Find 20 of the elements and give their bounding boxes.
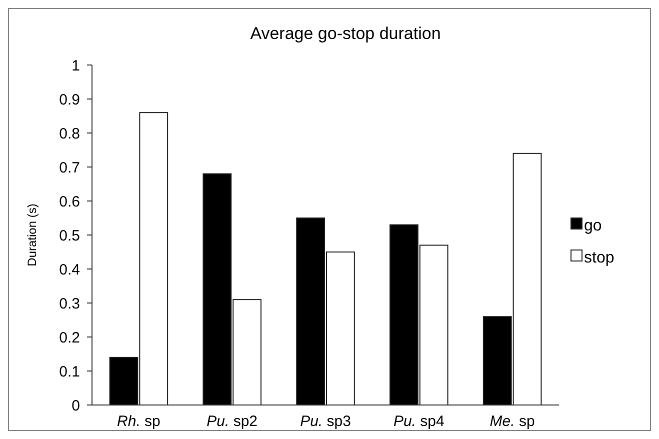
y-tick-label: 1 [72, 57, 80, 74]
y-tick-label: 0.5 [59, 227, 80, 244]
x-tick-label: Me. sp [490, 413, 535, 430]
y-tick-label: 0.7 [59, 159, 80, 176]
y-tick-label: 0.8 [59, 125, 80, 142]
y-tick-label: 0.2 [59, 329, 80, 346]
chart-title: Average go-stop duration [250, 24, 441, 43]
x-tick-label: Pu. sp3 [300, 413, 351, 430]
y-tick-label: 0.6 [59, 193, 80, 210]
y-tick-label: 0.9 [59, 91, 80, 108]
y-axis-title: Duration (s) [25, 204, 39, 266]
y-tick-label: 0.1 [59, 363, 80, 380]
x-tick-label: Rh. sp [117, 413, 160, 430]
y-tick-label: 0.4 [59, 261, 80, 278]
legend-label: stop [584, 250, 614, 267]
x-tick-label: Pu. sp2 [206, 413, 258, 430]
y-tick-label: 0.3 [59, 295, 80, 312]
y-tick-label: 0 [72, 397, 80, 414]
legend-label: go [584, 218, 602, 235]
x-tick-label: Pu. sp4 [393, 413, 444, 430]
